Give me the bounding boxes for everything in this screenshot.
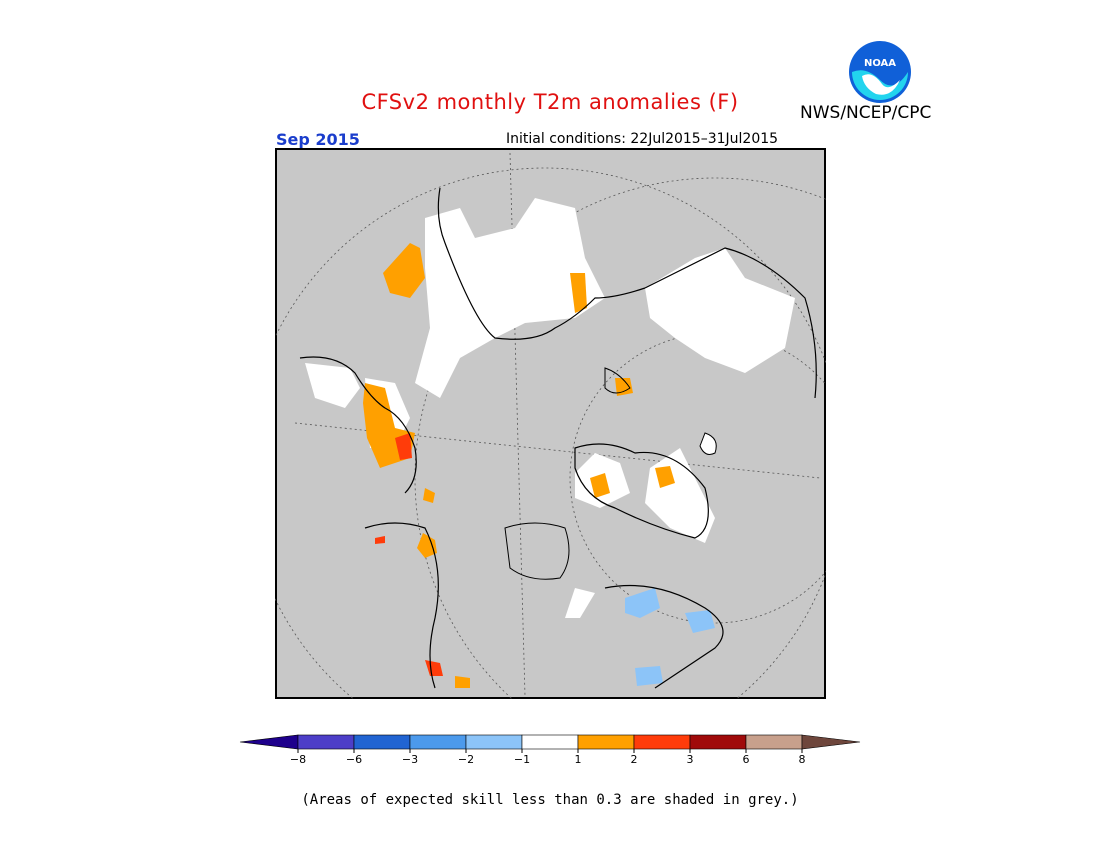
colorbar-tick-label: 8 bbox=[799, 753, 806, 766]
noaa-logo: NOAA bbox=[849, 41, 911, 103]
region-white bbox=[415, 198, 605, 398]
colorbar-tick-label: −6 bbox=[346, 753, 362, 766]
region-orange bbox=[570, 273, 587, 313]
colorbar-tick-label: 2 bbox=[631, 753, 638, 766]
region-white bbox=[645, 248, 795, 373]
island-coastline bbox=[699, 432, 717, 455]
coastline bbox=[574, 443, 709, 539]
colorbar-ticks: −8 −6 −3 −2 −1 1 2 3 6 8 bbox=[290, 749, 806, 766]
valid-month: Sep 2015 bbox=[276, 130, 360, 149]
region-blue bbox=[625, 588, 660, 618]
colorbar-swatch bbox=[465, 734, 523, 750]
colorbar-tick-label: −2 bbox=[458, 753, 474, 766]
colorbar-tick-label: 3 bbox=[687, 753, 694, 766]
region-blue bbox=[635, 666, 663, 686]
region-orange bbox=[423, 488, 435, 503]
colorbar-swatch bbox=[633, 734, 691, 750]
colorbar-swatch bbox=[577, 734, 635, 750]
colorbar-swatch bbox=[689, 734, 747, 750]
colorbar-tick-label: −3 bbox=[402, 753, 418, 766]
anomaly-map bbox=[244, 148, 1016, 779]
region-orange bbox=[383, 243, 425, 298]
colorbar-arrow-right bbox=[801, 734, 861, 750]
map-title: CFSv2 monthly T2m anomalies (F) bbox=[361, 90, 739, 114]
region-orange bbox=[615, 378, 633, 396]
region-red bbox=[425, 660, 443, 676]
colorbar-swatch bbox=[745, 734, 803, 750]
legend-colorbar: −8 −6 −3 −2 −1 1 2 3 6 8 bbox=[238, 730, 862, 770]
coastline bbox=[604, 584, 724, 689]
colorbar-tick-label: 6 bbox=[743, 753, 750, 766]
region-orange bbox=[455, 676, 470, 688]
region-red bbox=[375, 536, 385, 544]
skill-footnote: (Areas of expected skill less than 0.3 a… bbox=[301, 792, 799, 808]
region-orange bbox=[417, 533, 437, 558]
logo-text: NOAA bbox=[864, 58, 896, 69]
coastline bbox=[364, 522, 439, 689]
colorbar-svg: −8 −6 −3 −2 −1 1 2 3 6 8 bbox=[239, 734, 861, 766]
initial-conditions: Initial conditions: 22Jul2015–31Jul2015 bbox=[506, 131, 779, 147]
colorbar-tick-label: −8 bbox=[290, 753, 306, 766]
coastline bbox=[299, 356, 417, 494]
region-red bbox=[395, 433, 412, 460]
colorbar-tick-label: −1 bbox=[514, 753, 530, 766]
colorbar-swatch bbox=[409, 734, 467, 750]
map-canvas bbox=[244, 148, 1016, 779]
colorbar-swatches bbox=[239, 734, 861, 750]
coastline bbox=[604, 367, 631, 394]
region-white bbox=[305, 363, 360, 408]
coastline bbox=[504, 522, 570, 580]
coastline bbox=[644, 247, 817, 399]
region-white bbox=[565, 588, 595, 618]
region-orange bbox=[590, 473, 610, 498]
colorbar-swatch bbox=[521, 734, 579, 750]
region-blue bbox=[685, 610, 715, 633]
colorbar-swatch bbox=[353, 734, 411, 750]
colorbar-arrow-left bbox=[239, 734, 299, 750]
colorbar-swatch bbox=[297, 734, 355, 750]
agency-label: NWS/NCEP/CPC bbox=[800, 103, 932, 123]
coastline bbox=[437, 187, 646, 340]
colorbar-tick-label: 1 bbox=[575, 753, 582, 766]
region-orange bbox=[655, 466, 675, 488]
